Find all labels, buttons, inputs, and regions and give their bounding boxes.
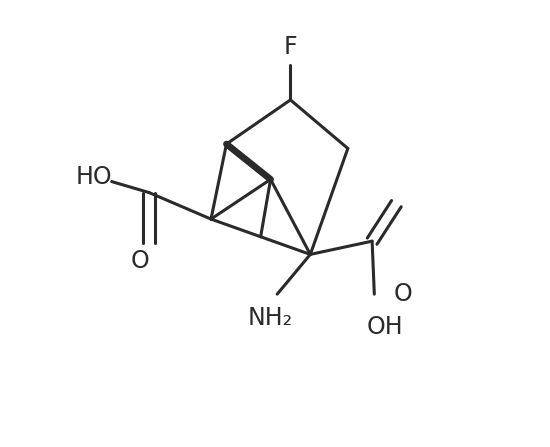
Text: OH: OH (367, 315, 404, 339)
Text: HO: HO (76, 165, 112, 189)
Text: NH₂: NH₂ (248, 306, 293, 330)
Text: O: O (131, 249, 150, 273)
Text: F: F (284, 35, 297, 59)
Text: O: O (394, 282, 412, 306)
